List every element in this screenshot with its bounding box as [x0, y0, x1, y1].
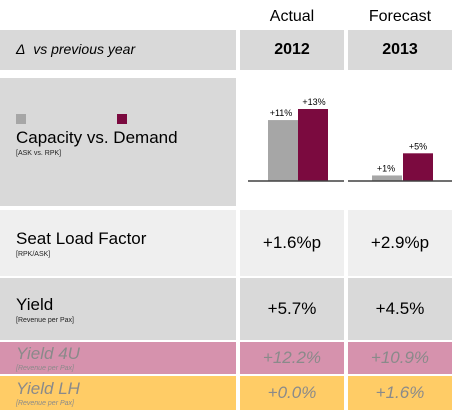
data-label-capacity-2012: +11% [270, 108, 293, 118]
row-sub-capacity: [ASK vs. RPK] [16, 150, 62, 157]
yield-4u-forecast-value: +10.9% [370, 348, 430, 367]
yield-4u-actual-value: +12.2% [262, 348, 322, 367]
row-label-yield: Yield [16, 295, 54, 314]
row-label-yield-4u: Yield 4U [16, 344, 80, 363]
yield-lh-forecast-value: +1.6% [375, 383, 425, 402]
row-label-slf: Seat Load Factor [16, 229, 147, 248]
bar-demand-2013 [403, 153, 433, 181]
year-2012: 2012 [274, 41, 310, 58]
row-yield-4u: Yield 4U [Revenue per Pax] +12.2% +10.9% [0, 342, 459, 374]
year-2013: 2013 [382, 41, 418, 58]
row-sub-yield-lh: [Revenue per Pax] [16, 400, 74, 407]
column-separator-right [452, 30, 459, 410]
yield-actual-value: +5.7% [267, 299, 317, 318]
chart-cell-forecast [348, 78, 452, 206]
yield-forecast-value: +4.5% [375, 299, 425, 318]
row-sub-slf: [RPK/ASK] [16, 251, 51, 258]
header-subtitle: Δ vs previous year [16, 41, 135, 57]
legend-demand-swatch [117, 114, 127, 124]
header-subtitle-text: vs previous year [33, 41, 136, 57]
data-label-demand-2012: +13% [302, 97, 325, 107]
column-header-forecast: Forecast [368, 8, 432, 25]
delta-symbol: Δ [16, 41, 26, 57]
column-header-actual: Actual [269, 8, 315, 25]
slf-actual-value: +1.6%p [262, 233, 322, 252]
column-separator-middle [344, 30, 348, 410]
legend-capacity-swatch [16, 114, 26, 124]
data-label-capacity-2013: +1% [377, 163, 395, 173]
row-sub-yield: [Revenue per Pax] [16, 317, 74, 324]
row-label-yield-lh: Yield LH [16, 379, 80, 398]
row-yield-lh: Yield LH [Revenue per Pax] +0.0% +1.6% [0, 376, 459, 410]
row-sub-yield-4u: [Revenue per Pax] [16, 365, 74, 372]
header-row: Δ vs previous year 2012 2013 [0, 30, 459, 70]
row-yield: Yield [Revenue per Pax] +5.7% +4.5% [0, 278, 459, 340]
data-label-demand-2013: +5% [409, 141, 427, 151]
slf-forecast-value: +2.9%p [370, 233, 430, 252]
column-separator-left [236, 30, 240, 410]
row-label-capacity: Capacity vs. Demand [16, 128, 178, 147]
row-seat-load-factor: Seat Load Factor [RPK/ASK] +1.6%p +2.9%p [0, 210, 459, 276]
bar-capacity-2013 [372, 175, 402, 181]
yield-lh-actual-value: +0.0% [267, 383, 317, 402]
bar-demand-2012 [298, 109, 328, 181]
bar-capacity-2012 [268, 120, 298, 181]
